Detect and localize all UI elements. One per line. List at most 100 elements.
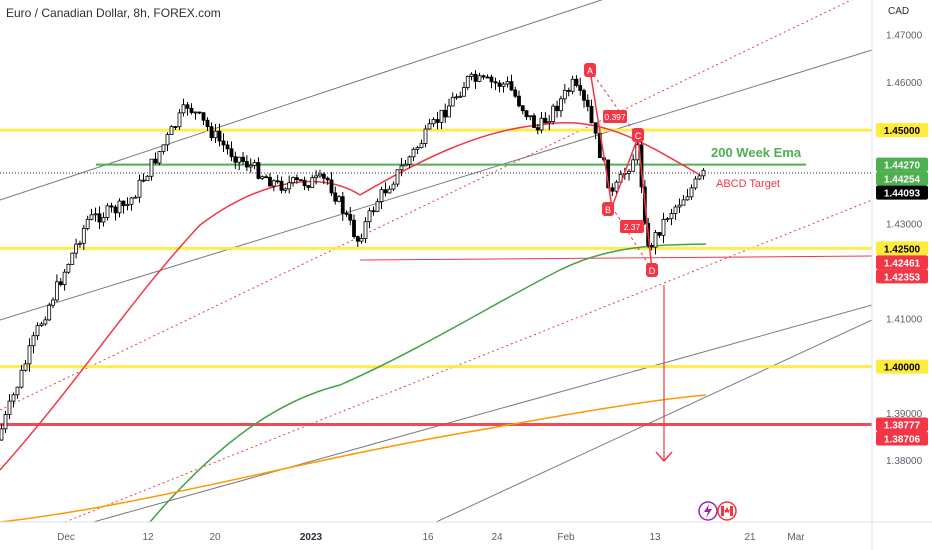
candle-body [543, 117, 548, 124]
price-label-badge [876, 123, 928, 138]
abcd-point-label: B [605, 205, 611, 215]
candle-body [43, 319, 48, 325]
candle-body [379, 189, 384, 202]
candle-body [15, 386, 20, 396]
candle-body [125, 203, 130, 207]
candle-body [593, 122, 598, 134]
candle-body [524, 110, 529, 118]
candle-body [340, 196, 345, 214]
candle-body [344, 212, 349, 215]
abcd-point-label: A [587, 66, 593, 76]
trend-channel-lines [0, 0, 872, 522]
channel-line [0, 0, 853, 411]
candle-body [585, 99, 590, 107]
price-tick-label: 1.46000 [886, 78, 923, 89]
candle-body [355, 236, 360, 242]
candle-body [169, 126, 174, 135]
price-label-text: 1.42500 [884, 244, 921, 255]
candle-body [697, 175, 702, 180]
candle-body [229, 148, 234, 158]
lightning-icon[interactable] [698, 501, 718, 521]
candle-body [233, 156, 238, 163]
candle-body [493, 81, 498, 84]
candle-body [333, 192, 338, 202]
candle-body [610, 187, 615, 192]
abcd-pattern: A B C D 0.397 2.37 200 Week Ema ABCD Target [584, 63, 802, 463]
price-label-text: 1.45000 [884, 126, 921, 137]
candle-body [443, 109, 448, 118]
candle-body [509, 81, 514, 91]
candle-body [7, 400, 12, 415]
candle-body [415, 147, 420, 150]
candle-body [3, 414, 8, 430]
candle-body [458, 95, 463, 98]
candle-body [213, 130, 218, 139]
candle-body [539, 117, 544, 131]
candle-body [383, 189, 388, 194]
candle-body [485, 76, 490, 79]
candle-body [551, 105, 556, 122]
price-label-badge [876, 417, 928, 432]
abcd-ac-line [589, 69, 639, 138]
chart-title: Euro / Canadian Dollar, 8h, FOREX.com [6, 6, 221, 20]
candle-body [81, 228, 86, 244]
candle-body [117, 200, 122, 214]
candle-body [352, 219, 356, 237]
candle-body [129, 197, 134, 205]
candle-body [665, 218, 670, 221]
time-axis: Dec 12 20 2023 16 24 Feb 13 21 Mar [57, 532, 805, 543]
candle-body [574, 78, 579, 86]
candle-body [337, 196, 341, 202]
candle-body [423, 128, 428, 144]
candle-body [0, 428, 4, 441]
ema-mid-line [149, 243, 707, 522]
candle-body [306, 185, 311, 188]
candle-body [407, 156, 412, 165]
candle-body [359, 238, 364, 242]
price-label-text: 1.40000 [884, 363, 921, 374]
time-tick-label: 24 [491, 532, 503, 543]
candle-body [314, 175, 319, 179]
candle-body [582, 90, 586, 101]
candle-body [275, 180, 280, 183]
price-label-text: 1.38777 [884, 420, 921, 431]
candle-body [387, 188, 392, 194]
candle-body [291, 177, 295, 184]
time-tick-label: Mar [787, 532, 805, 543]
candle-body [427, 123, 432, 130]
candle-body [149, 158, 154, 177]
candle-body [101, 217, 106, 223]
candle-body [517, 95, 521, 107]
candle-body [454, 96, 459, 99]
abcd-ratio-label: 2.37 [624, 222, 641, 232]
candle-body [287, 182, 292, 190]
candle-body [395, 169, 400, 185]
candle-body [78, 242, 82, 245]
candle-body [325, 177, 330, 181]
canada-flag-icon[interactable] [717, 501, 737, 521]
candle-body [185, 104, 190, 109]
candle-body [27, 345, 32, 365]
candle-body [520, 105, 525, 112]
price-tick-label: 1.47000 [886, 30, 923, 41]
candle-body [197, 111, 202, 114]
price-axis: 1.470001.460001.440001.430001.420001.410… [873, 0, 932, 550]
support-line [359, 255, 872, 261]
candle-body [105, 205, 110, 218]
candle-body [375, 201, 380, 212]
candle-body [153, 158, 158, 164]
candle-body [465, 76, 470, 88]
candle-body [419, 143, 424, 149]
candle-body [74, 243, 79, 254]
channel-line [91, 304, 872, 522]
candle-body [302, 179, 307, 187]
candle-body [535, 127, 540, 131]
price-label-badge [876, 431, 928, 446]
candle-body [271, 180, 276, 187]
candle-body [489, 76, 494, 83]
price-tick-label: 1.39000 [886, 409, 923, 420]
channel-line [63, 199, 872, 522]
candle-body [113, 206, 118, 214]
candle-body [137, 179, 142, 198]
